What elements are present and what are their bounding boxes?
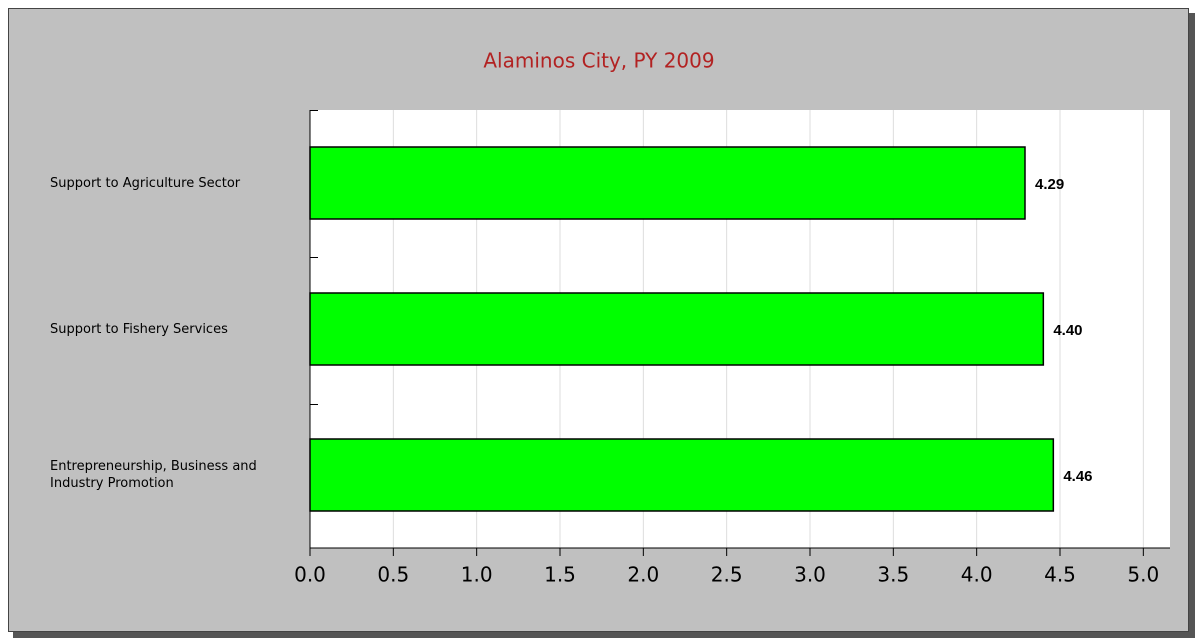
x-tick-label: 4.0 [961,563,993,587]
x-tick-label: 3.0 [794,563,826,587]
y-tick-label: Support to Fishery Services [50,321,228,337]
value-label: 4.29 [1035,176,1064,193]
marks [309,146,1055,512]
x-tick-label: 0.0 [294,563,326,587]
bar [309,292,1045,366]
y-tick-label: Entrepreneurship, Business and Industry … [50,459,257,491]
y-tick-label: Support to Agriculture Sector [50,175,241,191]
x-tick-label: 2.5 [711,563,743,587]
x-tick-label: 3.5 [877,563,909,587]
x-tick-label: 5.0 [1127,563,1159,587]
chart-title: Alaminos City, PY 2009 [483,49,714,73]
x-tick-label: 1.5 [544,563,576,587]
x-tick-label: 1.0 [461,563,493,587]
x-tick-label: 2.0 [627,563,659,587]
bar [309,146,1026,220]
value-label: 4.46 [1063,468,1092,485]
x-tick-label: 0.5 [377,563,409,587]
bar [309,438,1055,512]
value-label: 4.40 [1053,322,1082,339]
x-tick-label: 4.5 [1044,563,1076,587]
